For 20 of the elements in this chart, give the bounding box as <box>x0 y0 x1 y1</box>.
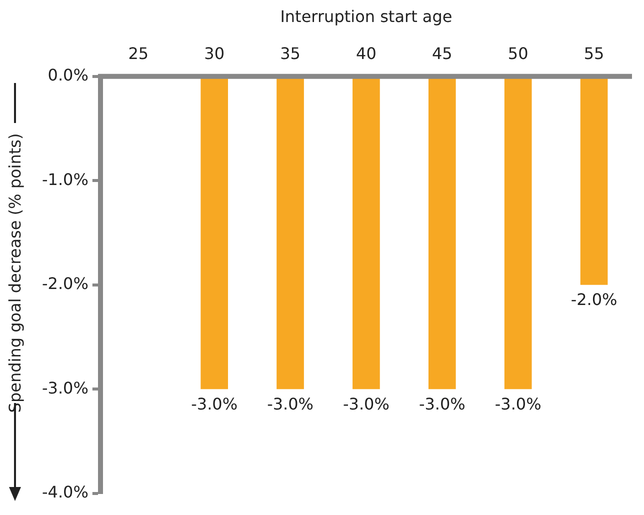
y-axis-title: Spending goal decrease (% points) <box>6 133 24 413</box>
y-tick-label: -2.0% <box>42 274 88 294</box>
x-tick-label: 35 <box>280 44 300 63</box>
x-tick-label: 30 <box>204 44 225 63</box>
x-tick-label: 25 <box>128 44 149 63</box>
data-label: -3.0% <box>418 394 466 414</box>
y-tick-label: -4.0% <box>42 482 88 502</box>
x-tick-label: 40 <box>356 44 376 63</box>
y-tick-label: -1.0% <box>42 170 88 189</box>
x-tick-label: 55 <box>584 44 604 63</box>
y-tick-label: 0.0% <box>48 66 88 85</box>
x-tick-label: 45 <box>432 44 452 63</box>
x-tick-label: 50 <box>508 44 528 63</box>
data-label: -3.0% <box>191 394 238 414</box>
data-label: -3.0% <box>267 394 314 414</box>
x-axis-title: Interruption start age <box>280 6 452 26</box>
data-label: -3.0% <box>494 394 542 414</box>
data-label: -3.0% <box>343 394 390 414</box>
y-tick-label: -3.0% <box>42 378 88 398</box>
data-label: -2.0% <box>570 290 618 310</box>
